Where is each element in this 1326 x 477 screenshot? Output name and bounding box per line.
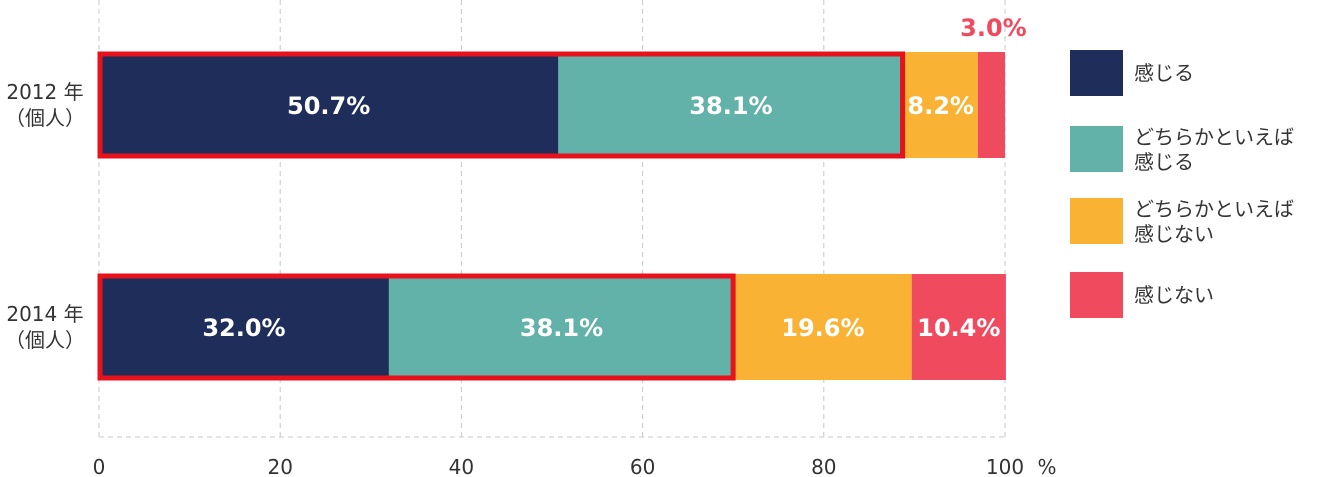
legend-swatch <box>1070 272 1123 318</box>
bar-segment <box>99 52 559 158</box>
data-label: 19.6% <box>781 314 864 342</box>
bar-segment <box>977 52 1005 158</box>
bar-segment <box>911 274 1006 380</box>
x-tick-label: 100 <box>986 455 1024 477</box>
legend-label: 感じる <box>1134 150 1194 174</box>
data-labels: 50.7% 38.1% 8.2% 3.0% 32.0% 38.1% 19.6% 10.4% <box>202 14 1026 342</box>
data-label: 38.1% <box>689 92 772 120</box>
legend-swatch <box>1070 198 1123 244</box>
data-label: 10.4% <box>917 314 1000 342</box>
highlight-frame <box>97 273 736 381</box>
highlight-frames <box>97 51 906 381</box>
legend-label: どちらかといえば <box>1134 197 1294 221</box>
legend-label: 感じない <box>1134 283 1214 307</box>
data-label: 8.2% <box>907 92 974 120</box>
legend-label: どちらかといえば <box>1134 125 1294 149</box>
bar-segment <box>99 274 389 380</box>
bar-segment <box>903 52 978 158</box>
data-label: 50.7% <box>287 92 370 120</box>
category-labels: 2012 年（個人）2014 年（個人） <box>5 80 85 352</box>
legend-label: 感じる <box>1134 61 1194 85</box>
category-label: 2012 年 <box>6 80 83 104</box>
x-tick-label: 60 <box>630 455 655 477</box>
x-tick-label: 40 <box>449 455 474 477</box>
highlight-frame <box>97 51 906 159</box>
x-tick-label: 0 <box>93 455 106 477</box>
data-label: 32.0% <box>202 314 285 342</box>
data-label: 38.1% <box>520 314 603 342</box>
category-label: （個人） <box>5 328 85 352</box>
bar-segment <box>734 274 912 380</box>
category-label: 2014 年 <box>6 302 83 326</box>
bars <box>99 52 1006 380</box>
x-unit-label: % <box>1037 455 1056 477</box>
bar-segment <box>558 52 904 158</box>
bar-segment <box>388 274 735 380</box>
x-tick-label: 80 <box>811 455 836 477</box>
x-axis: 0 20 40 60 80 100% <box>93 455 1057 477</box>
category-label: （個人） <box>5 106 85 130</box>
legend-label: 感じない <box>1134 222 1214 246</box>
data-label-outside: 3.0% <box>960 14 1027 42</box>
legend-swatch <box>1070 50 1123 96</box>
legend-swatch <box>1070 126 1123 172</box>
x-tick-label: 20 <box>267 455 292 477</box>
